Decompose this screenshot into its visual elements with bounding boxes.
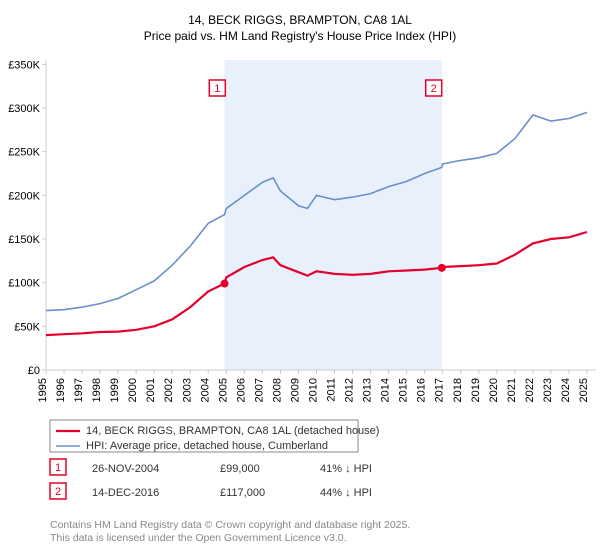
x-tick-label: 2010 <box>307 378 319 402</box>
marker-flag-label-2: 2 <box>431 83 437 95</box>
x-tick-label: 2006 <box>235 378 247 402</box>
chart-title-2: Price paid vs. HM Land Registry's House … <box>144 29 456 43</box>
y-tick-label: £150K <box>8 234 40 246</box>
marker-flag-label-1: 1 <box>214 83 220 95</box>
x-tick-label: 2016 <box>416 378 428 402</box>
txn-price: £117,000 <box>220 487 265 499</box>
txn-diff: 44% ↓ HPI <box>320 487 372 499</box>
x-tick-label: 2018 <box>452 378 464 402</box>
x-tick-label: 1999 <box>109 378 121 402</box>
x-tick-label: 2020 <box>488 378 500 402</box>
txn-diff: 41% ↓ HPI <box>320 463 372 475</box>
x-tick-label: 2009 <box>289 378 301 402</box>
marker-dot-2 <box>438 264 446 272</box>
txn-date: 14-DEC-2016 <box>92 487 159 499</box>
x-tick-label: 2002 <box>163 378 175 402</box>
x-tick-label: 2014 <box>380 378 392 402</box>
x-tick-label: 2008 <box>271 378 283 402</box>
legend-label: 14, BECK RIGGS, BRAMPTON, CA8 1AL (detac… <box>86 425 379 437</box>
y-tick-label: £50K <box>14 321 40 333</box>
x-tick-label: 2007 <box>253 378 265 402</box>
transaction-band <box>225 60 442 370</box>
price-chart: 14, BECK RIGGS, BRAMPTON, CA8 1AL Price p… <box>0 0 600 560</box>
x-tick-label: 2000 <box>127 378 139 402</box>
y-tick-label: £350K <box>8 59 40 71</box>
x-tick-label: 1995 <box>37 378 49 402</box>
x-tick-label: 2019 <box>470 378 482 402</box>
legend-label: HPI: Average price, detached house, Cumb… <box>86 440 328 452</box>
y-tick-label: £250K <box>8 147 40 159</box>
txn-marker-label-1: 1 <box>55 462 61 474</box>
x-tick-label: 2025 <box>578 378 590 402</box>
x-tick-label: 2001 <box>145 378 157 402</box>
x-tick-label: 2005 <box>217 378 229 402</box>
x-tick-label: 2003 <box>181 378 193 402</box>
x-tick-label: 2013 <box>362 378 374 402</box>
x-tick-label: 2024 <box>560 378 572 402</box>
x-tick-label: 2012 <box>344 378 356 402</box>
txn-price: £99,000 <box>220 463 260 475</box>
x-tick-label: 2017 <box>434 378 446 402</box>
x-tick-label: 2004 <box>199 378 211 402</box>
y-tick-label: £200K <box>8 190 40 202</box>
x-tick-label: 2015 <box>398 378 410 402</box>
x-tick-label: 2023 <box>542 378 554 402</box>
y-tick-label: £100K <box>8 278 40 290</box>
x-tick-label: 1997 <box>73 378 85 402</box>
x-tick-label: 2011 <box>326 378 338 402</box>
x-tick-label: 2022 <box>524 378 536 402</box>
x-tick-label: 1998 <box>91 378 103 402</box>
marker-dot-1 <box>221 280 229 288</box>
x-tick-label: 2021 <box>506 378 518 402</box>
chart-title-1: 14, BECK RIGGS, BRAMPTON, CA8 1AL <box>188 13 412 27</box>
x-tick-label: 1996 <box>55 378 67 402</box>
txn-date: 26-NOV-2004 <box>92 463 159 475</box>
txn-marker-label-2: 2 <box>55 486 61 498</box>
y-tick-label: £0 <box>28 365 40 377</box>
y-tick-label: £300K <box>8 103 40 115</box>
footer-line: This data is licensed under the Open Gov… <box>50 532 347 544</box>
footer-line: Contains HM Land Registry data © Crown c… <box>50 519 410 531</box>
